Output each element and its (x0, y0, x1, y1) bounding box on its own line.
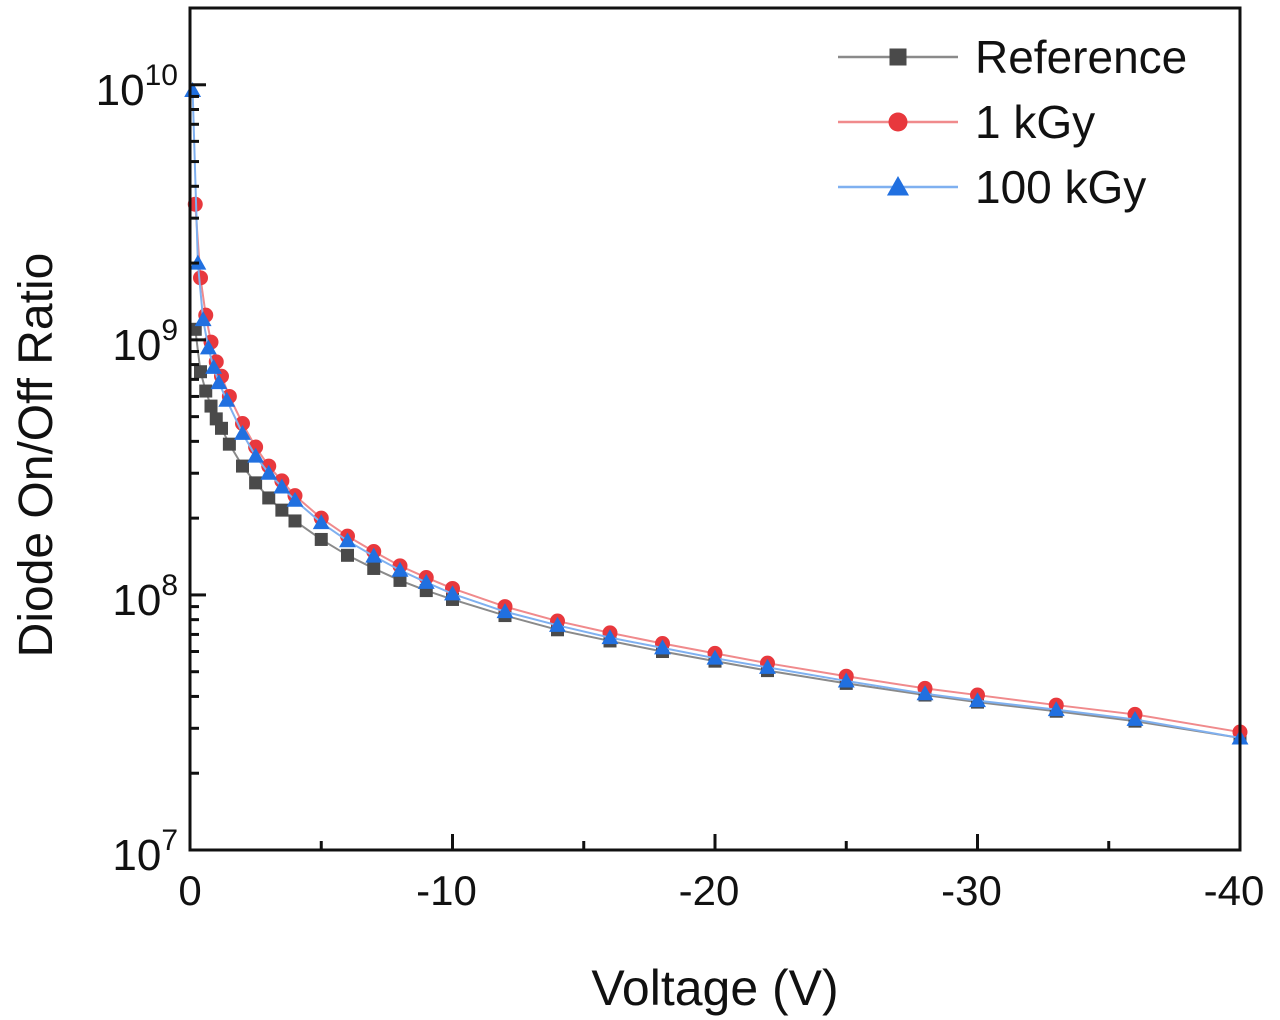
data-point (199, 384, 213, 398)
y-tick-base: 10 (112, 576, 161, 625)
y-tick-label: 1010 (96, 59, 178, 115)
data-point (1047, 701, 1065, 717)
data-point (417, 573, 435, 589)
data-point (218, 391, 236, 407)
x-tick-labels: 0 -10 -20 -30 -40 (178, 867, 1264, 914)
y-tick-base: 10 (96, 66, 145, 115)
data-point (262, 491, 276, 505)
data-point (215, 421, 228, 435)
data-point (288, 514, 302, 528)
x-tick-label: -20 (679, 867, 740, 914)
y-tick-label: 107 (112, 824, 178, 880)
y-tick-label: 108 (112, 569, 178, 625)
data-point (312, 514, 330, 530)
data-point (496, 603, 514, 619)
data-point (916, 685, 934, 701)
legend: Reference 1 kGy 100 kGy (838, 31, 1187, 213)
data-point (234, 424, 251, 440)
data-point (205, 358, 223, 374)
data-point (260, 464, 278, 480)
data-point (969, 692, 986, 708)
y-axis-title: Diode On/Off Ratio (10, 253, 63, 658)
data-point (247, 447, 265, 463)
x-tick-label: -10 (416, 867, 477, 914)
data-point (367, 561, 381, 575)
x-tick-label: 0 (178, 867, 201, 914)
data-point (601, 629, 619, 645)
data-point (194, 311, 212, 327)
data-point (273, 478, 291, 494)
series-100-kgy (184, 82, 1249, 745)
legend-item: 100 kGy (838, 161, 1146, 213)
data-point (339, 532, 356, 548)
data-point (194, 365, 207, 379)
data-point (249, 476, 263, 490)
data-point (365, 547, 383, 563)
data-point (341, 548, 354, 562)
legend-marker-square-icon (889, 48, 907, 66)
data-point (199, 339, 217, 355)
data-point (391, 561, 409, 577)
data-point (210, 374, 228, 390)
legend-item: Reference (838, 31, 1187, 83)
data-point (314, 532, 328, 546)
data-point (1126, 710, 1144, 726)
series-layer (184, 82, 1249, 745)
legend-item: 1 kGy (838, 96, 1095, 148)
data-point (286, 491, 304, 507)
y-tick-label: 109 (112, 314, 178, 370)
legend-label: Reference (975, 31, 1187, 83)
data-point (275, 503, 289, 517)
y-tick-exponent: 8 (161, 569, 178, 602)
tick-layer (188, 6, 1242, 852)
y-tick-exponent: 9 (161, 314, 178, 347)
data-point (444, 585, 461, 601)
data-point (706, 649, 724, 665)
x-tick-label: -30 (941, 867, 1002, 914)
legend-label: 1 kGy (975, 96, 1095, 148)
data-point (654, 639, 671, 655)
y-tick-base: 10 (112, 831, 161, 880)
y-tick-exponent: 10 (145, 59, 178, 92)
y-tick-base: 10 (112, 321, 161, 370)
data-point (759, 658, 776, 674)
data-point (204, 399, 218, 413)
x-axis-title: Voltage (V) (591, 960, 838, 1016)
data-point (393, 573, 407, 587)
x-tick-label: -40 (1204, 867, 1265, 914)
y-tick-exponent: 7 (161, 824, 178, 857)
data-point (837, 672, 855, 688)
data-point (549, 616, 566, 632)
data-point (222, 437, 236, 451)
legend-marker-circle-icon (888, 112, 908, 132)
data-point (193, 270, 208, 286)
data-point (236, 459, 249, 473)
legend-label: 100 kGy (975, 161, 1146, 213)
data-point (184, 82, 202, 97)
legend-marker-triangle-icon (886, 175, 910, 196)
